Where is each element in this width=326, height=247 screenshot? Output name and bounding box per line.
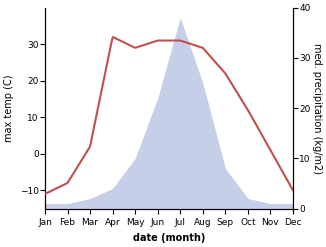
Y-axis label: max temp (C): max temp (C)	[4, 74, 14, 142]
X-axis label: date (month): date (month)	[133, 233, 205, 243]
Y-axis label: med. precipitation (kg/m2): med. precipitation (kg/m2)	[312, 43, 322, 174]
